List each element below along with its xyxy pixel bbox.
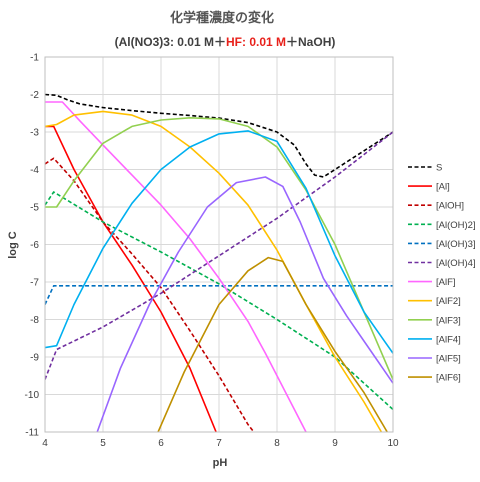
legend-item-alf3: [AlF3] — [408, 315, 461, 326]
legend-item-s: S — [408, 163, 442, 174]
legend-item-al: [Al] — [408, 182, 450, 193]
legend-label: [AlF3] — [436, 315, 461, 326]
x-tick-label: 5 — [100, 438, 106, 449]
x-tick-label: 6 — [158, 438, 164, 449]
plot-frame — [44, 56, 394, 433]
series-line-alf3 — [45, 117, 393, 380]
legend-item-alf5: [AlF5] — [408, 354, 461, 365]
x-tick-label: 8 — [274, 438, 280, 449]
legend-label: [AlF] — [436, 277, 456, 288]
y-tick-label: -1 — [30, 53, 39, 64]
legend-label: [Al(OH)2] — [436, 220, 476, 231]
series-lines — [45, 93, 393, 432]
legend-label: [Al(OH)4] — [436, 258, 476, 269]
legend-item-aloh: [AlOH] — [408, 201, 464, 212]
legend-item-alf: [AlF] — [408, 277, 456, 288]
legend-item-alf2: [AlF2] — [408, 296, 461, 307]
x-tick-label: 7 — [216, 438, 222, 449]
y-tick-label: -8 — [30, 315, 39, 326]
series-line-aloh4 — [45, 131, 393, 380]
legend-item-alf6: [AlF6] — [408, 373, 461, 384]
series-line-alf — [45, 101, 307, 432]
legend-label: [AlF2] — [436, 296, 461, 307]
series-line-alf4 — [45, 130, 393, 354]
y-tick-label: -7 — [30, 278, 39, 289]
chart-title: 化学種濃度の変化 — [170, 10, 274, 25]
y-tick-label: -5 — [30, 203, 39, 214]
legend-label: S — [436, 163, 442, 174]
x-axis-label: pH — [213, 457, 228, 469]
y-tick-label: -2 — [30, 90, 39, 101]
chart-subtitle: (Al(NO3)3: 0.01 M＋HF: 0.01 M＋NaOH) — [115, 35, 336, 49]
series-line-al — [45, 125, 217, 432]
subtitle-part: (Al(NO3)3: 0.01 M — [115, 35, 214, 49]
subtitle-part: ＋ — [214, 35, 226, 49]
x-tick-label: 10 — [387, 438, 399, 449]
legend-item-aloh2: [Al(OH)2] — [408, 220, 476, 231]
y-axis-label: log C — [7, 231, 19, 259]
y-tick-label: -6 — [30, 240, 39, 251]
legend-item-aloh3: [Al(OH)3] — [408, 239, 476, 250]
y-tick-label: -11 — [25, 428, 39, 439]
series-line-s — [45, 93, 393, 178]
y-tick-label: -9 — [30, 353, 39, 364]
series-line-aloh3 — [45, 285, 393, 305]
legend-label: [AlF6] — [436, 373, 461, 384]
series-line-alf5 — [96, 176, 393, 432]
legend: S [Al] [AlOH] [Al(OH)2] [Al(OH)3] [Al(OH)4] [A… — [408, 163, 476, 384]
y-tick-label: -4 — [30, 165, 39, 176]
legend-label: [AlF4] — [436, 334, 461, 345]
series-line-alf6 — [157, 256, 388, 432]
legend-item-aloh4: [Al(OH)4] — [408, 258, 476, 269]
subtitle-part: ＋NaOH) — [286, 35, 335, 49]
legend-label: [Al(OH)3] — [436, 239, 476, 250]
series-line-alf2 — [45, 110, 383, 432]
x-tick-label: 9 — [332, 438, 338, 449]
x-tick-label: 4 — [42, 438, 48, 449]
subtitle-part: HF: 0.01 M — [226, 35, 286, 49]
y-tick-label: -3 — [30, 128, 39, 139]
series-line-aloh2 — [45, 191, 393, 411]
tick-labels: 4 5 6 7 8 9 10 -1 -2 -3 -4 -5 -6 -7 -8 -9 -10 -11 — [25, 53, 399, 450]
legend-label: [AlOH] — [436, 201, 464, 212]
legend-label: [Al] — [436, 182, 450, 193]
grid-lines — [44, 56, 394, 433]
legend-item-alf4: [AlF4] — [408, 334, 461, 345]
y-tick-label: -10 — [25, 390, 40, 401]
series-line-aloh — [45, 157, 255, 432]
legend-label: [AlF5] — [436, 354, 461, 365]
